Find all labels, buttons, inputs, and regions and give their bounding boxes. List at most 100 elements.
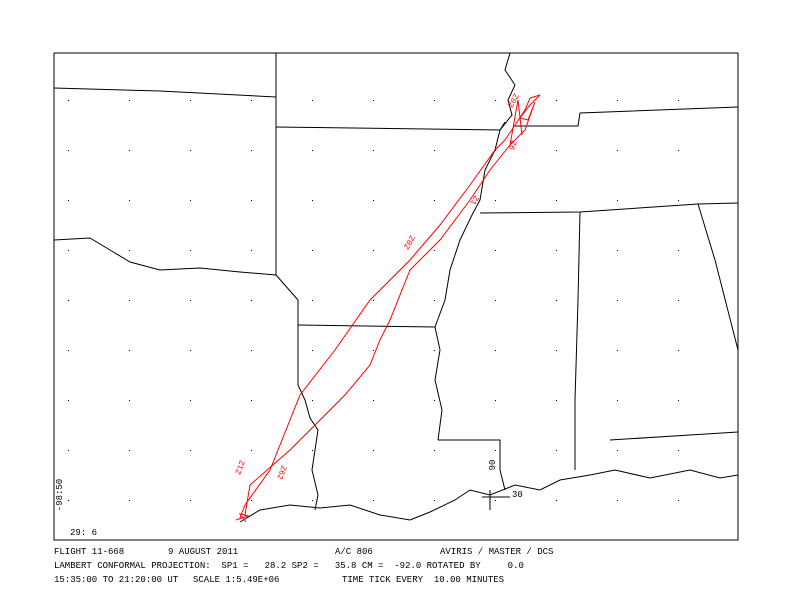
grid-dot xyxy=(495,450,496,451)
grid-dot xyxy=(251,400,252,401)
grid-dot xyxy=(556,100,557,101)
grid-dot xyxy=(617,500,618,501)
grid-dot xyxy=(434,400,435,401)
grid-dot xyxy=(495,250,496,251)
grid-dot xyxy=(556,450,557,451)
grid-dot xyxy=(129,200,130,201)
footer-scale: SCALE 1:5.49E+06 xyxy=(193,575,279,585)
grid-dot xyxy=(495,500,496,501)
flight-track xyxy=(235,94,541,523)
grid-dot xyxy=(678,100,679,101)
grid-dot xyxy=(678,200,679,201)
grid-dot xyxy=(556,500,557,501)
grid-dot xyxy=(495,200,496,201)
state-borders xyxy=(53,52,739,523)
grid-dot xyxy=(129,300,130,301)
grid-dot xyxy=(617,350,618,351)
grid-dot xyxy=(68,250,69,251)
grid-dot xyxy=(556,250,557,251)
grid-dot xyxy=(312,400,313,401)
footer-flight: FLIGHT 11-668 xyxy=(54,547,124,557)
grid-dot xyxy=(678,500,679,501)
grid-dot xyxy=(129,150,130,151)
footer-instruments: AVIRIS / MASTER / DCS xyxy=(440,547,553,557)
footer-projection: LAMBERT CONFORMAL PROJECTION: SP1 = 28.2… xyxy=(54,561,524,571)
grid-dot xyxy=(190,200,191,201)
grid-dot xyxy=(68,350,69,351)
grid-dot xyxy=(68,450,69,451)
grid-dot xyxy=(556,400,557,401)
grid-dot xyxy=(68,150,69,151)
grid-dot xyxy=(434,200,435,201)
grid-longitude: 90 xyxy=(488,460,498,471)
grid-dot xyxy=(373,300,374,301)
grid-dot xyxy=(68,400,69,401)
grid-dot xyxy=(373,100,374,101)
grid-dot xyxy=(617,150,618,151)
grid-latitude: 30 xyxy=(512,490,523,500)
grid-dot xyxy=(495,350,496,351)
grid-dot xyxy=(678,250,679,251)
grid-dot xyxy=(251,100,252,101)
corner-longitude: -98:50 xyxy=(55,479,65,511)
grid-dot xyxy=(251,150,252,151)
grid-dot xyxy=(312,100,313,101)
grid-dot xyxy=(251,300,252,301)
grid-dot xyxy=(312,150,313,151)
grid-dot xyxy=(129,400,130,401)
grid-dot xyxy=(68,500,69,501)
grid-dot xyxy=(190,150,191,151)
grid-dot xyxy=(68,200,69,201)
grid-dot xyxy=(251,200,252,201)
grid-dots xyxy=(68,100,679,501)
grid-dot xyxy=(68,100,69,101)
footer-date: 9 AUGUST 2011 xyxy=(168,547,238,557)
grid-dot xyxy=(434,300,435,301)
grid-dot xyxy=(556,350,557,351)
grid-dot xyxy=(312,500,313,501)
grid-dot xyxy=(373,150,374,151)
grid-dot xyxy=(373,350,374,351)
footer-tick: TIME TICK EVERY 10.00 MINUTES xyxy=(342,575,504,585)
grid-dot xyxy=(373,500,374,501)
grid-dot xyxy=(251,450,252,451)
grid-dot xyxy=(617,300,618,301)
corner-latitude: 29: 6 xyxy=(70,528,97,538)
grid-dot xyxy=(190,350,191,351)
time-label: Z6 xyxy=(506,139,518,151)
grid-dot xyxy=(312,200,313,201)
map-frame xyxy=(53,52,739,541)
footer-aircraft: A/C 806 xyxy=(335,547,373,557)
grid-dot xyxy=(190,100,191,101)
grid-dot xyxy=(129,350,130,351)
grid-dot xyxy=(434,500,435,501)
footer-time: 15:35:00 TO 21:20:00 UT xyxy=(54,575,179,585)
grid-dot xyxy=(434,350,435,351)
grid-dot xyxy=(434,100,435,101)
grid-cross xyxy=(482,490,510,510)
grid-dot xyxy=(190,500,191,501)
grid-dot xyxy=(312,450,313,451)
grid-dot xyxy=(190,300,191,301)
grid-dot xyxy=(190,400,191,401)
grid-dot xyxy=(434,450,435,451)
grid-dot xyxy=(495,400,496,401)
grid-dot xyxy=(251,500,252,501)
grid-dot xyxy=(190,450,191,451)
grid-dot xyxy=(678,150,679,151)
grid-dot xyxy=(251,350,252,351)
grid-dot xyxy=(617,200,618,201)
grid-dot xyxy=(495,150,496,151)
grid-dot xyxy=(312,350,313,351)
grid-dot xyxy=(617,100,618,101)
grid-dot xyxy=(617,400,618,401)
grid-dot xyxy=(373,250,374,251)
grid-dot xyxy=(129,100,130,101)
grid-dot xyxy=(190,250,191,251)
grid-dot xyxy=(129,500,130,501)
grid-dot xyxy=(129,250,130,251)
time-label: Z1 xyxy=(468,194,481,207)
grid-dot xyxy=(373,200,374,201)
grid-dot xyxy=(678,450,679,451)
